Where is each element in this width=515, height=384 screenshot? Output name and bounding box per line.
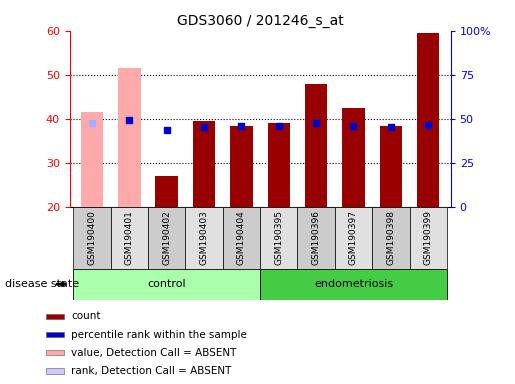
Bar bbox=[111, 207, 148, 269]
Text: GSM190396: GSM190396 bbox=[312, 210, 321, 265]
Bar bbox=[73, 207, 111, 269]
Text: control: control bbox=[147, 279, 186, 289]
Text: count: count bbox=[71, 311, 101, 321]
Text: GSM190397: GSM190397 bbox=[349, 210, 358, 265]
Text: value, Detection Call = ABSENT: value, Detection Call = ABSENT bbox=[71, 348, 237, 358]
Bar bbox=[222, 207, 260, 269]
Bar bbox=[409, 207, 447, 269]
Bar bbox=[372, 207, 409, 269]
Text: rank, Detection Call = ABSENT: rank, Detection Call = ABSENT bbox=[71, 366, 232, 376]
Text: percentile rank within the sample: percentile rank within the sample bbox=[71, 329, 247, 339]
Bar bbox=[156, 177, 178, 207]
Text: GSM190395: GSM190395 bbox=[274, 210, 283, 265]
Text: GSM190403: GSM190403 bbox=[199, 210, 209, 265]
Bar bbox=[148, 207, 185, 269]
Bar bbox=[335, 207, 372, 269]
Text: GSM190398: GSM190398 bbox=[386, 210, 396, 265]
Text: GSM190399: GSM190399 bbox=[424, 210, 433, 265]
Bar bbox=[260, 269, 447, 300]
Bar bbox=[193, 121, 215, 207]
Bar bbox=[305, 84, 328, 207]
Bar bbox=[342, 108, 365, 207]
Bar bbox=[46, 369, 64, 374]
Text: GSM190400: GSM190400 bbox=[88, 210, 96, 265]
Bar bbox=[268, 123, 290, 207]
Bar bbox=[230, 126, 252, 207]
Bar bbox=[298, 207, 335, 269]
Bar bbox=[118, 68, 141, 207]
Bar bbox=[81, 113, 103, 207]
Text: disease state: disease state bbox=[5, 279, 79, 289]
Bar bbox=[417, 33, 439, 207]
Bar bbox=[73, 269, 260, 300]
Bar bbox=[46, 350, 64, 355]
Text: endometriosis: endometriosis bbox=[314, 279, 393, 289]
Bar bbox=[185, 207, 222, 269]
Bar bbox=[260, 207, 298, 269]
Text: GSM190401: GSM190401 bbox=[125, 210, 134, 265]
Text: GSM190404: GSM190404 bbox=[237, 210, 246, 265]
Title: GDS3060 / 201246_s_at: GDS3060 / 201246_s_at bbox=[177, 14, 344, 28]
Text: GSM190402: GSM190402 bbox=[162, 210, 171, 265]
Bar bbox=[46, 314, 64, 319]
Bar bbox=[46, 332, 64, 337]
Bar bbox=[380, 126, 402, 207]
